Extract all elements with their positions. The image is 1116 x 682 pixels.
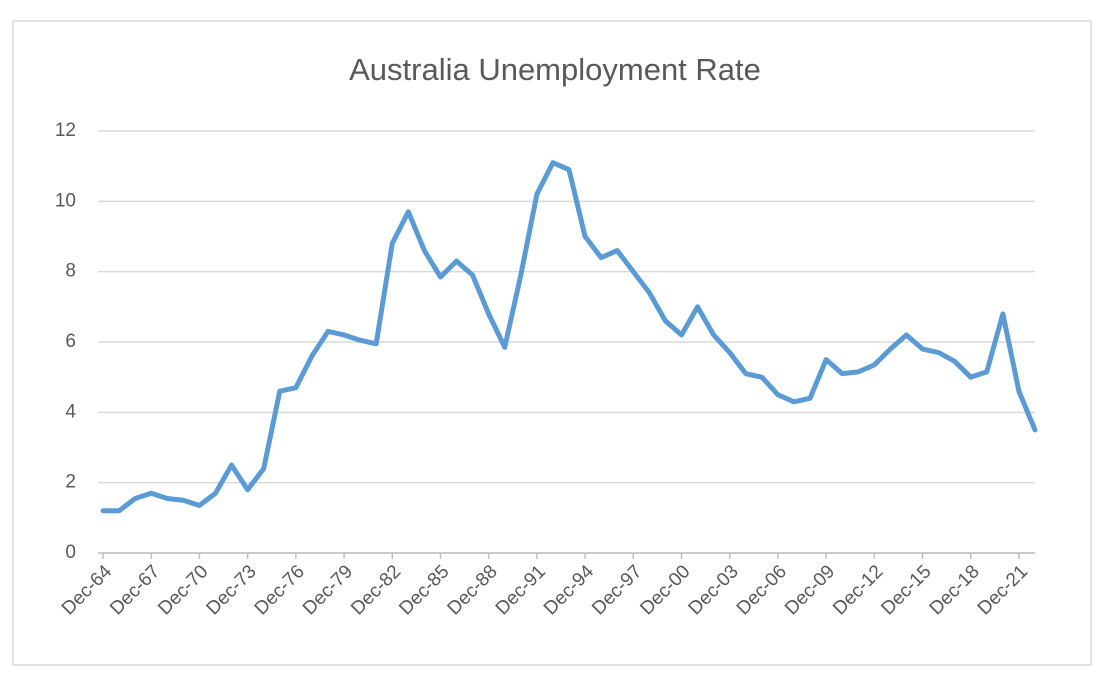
y-tick-label: 6 <box>65 331 76 352</box>
chart-title: Australia Unemployment Rate <box>349 52 761 87</box>
y-tick-label: 10 <box>55 190 76 211</box>
y-tick-label: 4 <box>65 401 76 422</box>
y-tick-label: 12 <box>55 120 76 141</box>
y-tick-label: 0 <box>65 542 76 563</box>
data-line <box>100 160 1038 514</box>
chart-frame <box>12 20 1092 666</box>
y-tick-label: 2 <box>65 472 76 493</box>
y-tick-label: 8 <box>65 261 76 282</box>
